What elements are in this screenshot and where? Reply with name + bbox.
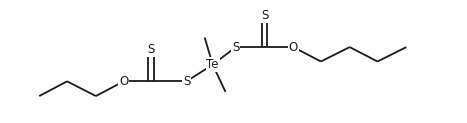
Text: S: S	[183, 75, 190, 88]
Text: S: S	[148, 43, 155, 56]
Text: O: O	[119, 75, 128, 88]
Text: O: O	[289, 41, 298, 54]
Text: S: S	[232, 41, 240, 54]
Text: S: S	[261, 9, 268, 22]
Text: Te: Te	[206, 58, 219, 71]
